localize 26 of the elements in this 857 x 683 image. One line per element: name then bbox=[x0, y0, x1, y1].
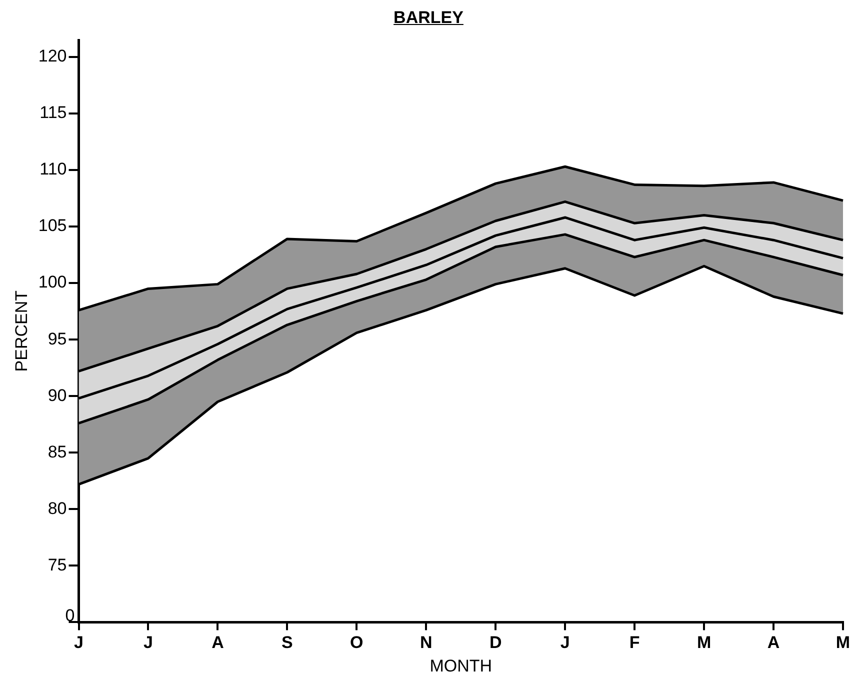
y-tick-label: 120 bbox=[38, 46, 67, 66]
y-tick-label: 85 bbox=[48, 442, 67, 462]
x-tick-label: M bbox=[836, 633, 850, 652]
x-tick-label: O bbox=[350, 633, 364, 652]
y-axis-title: PERCENT bbox=[12, 290, 31, 372]
y-tick-label: 115 bbox=[40, 103, 67, 122]
y-tick-label: 100 bbox=[38, 272, 67, 292]
x-tick-label: M bbox=[696, 633, 712, 652]
x-axis-title: MONTH bbox=[430, 656, 492, 676]
y-tick-label: 105 bbox=[38, 216, 67, 236]
x-tick-label: D bbox=[489, 633, 502, 652]
x-tick-label: A bbox=[212, 633, 224, 652]
x-tick-label: N bbox=[420, 633, 432, 652]
x-tick-label: F bbox=[629, 633, 640, 652]
x-tick-label: J bbox=[74, 633, 84, 652]
y-tick-label: 90 bbox=[48, 386, 67, 405]
x-tick-label: A bbox=[767, 633, 780, 652]
x-tick-label: J bbox=[144, 633, 153, 652]
y-tick-label: 75 bbox=[48, 555, 67, 574]
chart-title: BARLEY bbox=[394, 8, 464, 27]
y-tick-label: 80 bbox=[48, 498, 67, 518]
y-tick-label: 95 bbox=[48, 329, 67, 348]
x-tick-label: J bbox=[560, 633, 570, 652]
x-tick-label: S bbox=[282, 633, 293, 652]
text: 0 bbox=[65, 606, 75, 625]
y-tick-label: 110 bbox=[40, 160, 67, 179]
